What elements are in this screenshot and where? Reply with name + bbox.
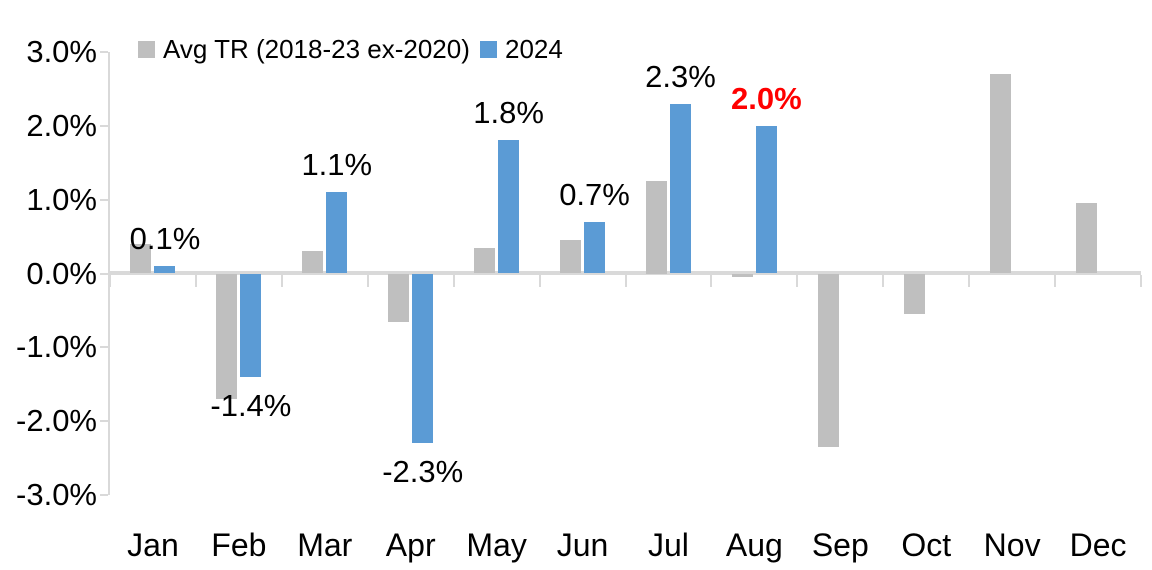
bar-avgtr-nov bbox=[989, 73, 1011, 274]
data-label-jul: 2.3% bbox=[645, 58, 716, 94]
x-axis-tick bbox=[1140, 275, 1142, 287]
bar-avgtr-dec bbox=[1075, 203, 1097, 274]
bar-avgtr-feb bbox=[216, 273, 238, 400]
bar-avgtr-jun bbox=[560, 240, 582, 274]
x-axis-tick bbox=[1054, 275, 1057, 287]
x-axis-tick bbox=[882, 275, 885, 287]
y-axis-tick bbox=[100, 198, 108, 201]
data-label-feb: -1.4% bbox=[210, 387, 292, 423]
data-label-jan: 0.1% bbox=[129, 221, 201, 257]
y-axis-tick-label: -1.0% bbox=[16, 329, 97, 365]
x-axis-label-feb: Feb bbox=[211, 527, 267, 563]
y-axis-tick bbox=[100, 420, 108, 423]
legend-label-avg-tr: Avg TR (2018-23 ex-2020) bbox=[163, 34, 470, 64]
data-label-mar: 1.1% bbox=[301, 147, 373, 183]
x-axis-tick bbox=[366, 275, 369, 287]
x-axis-label-jan: Jan bbox=[127, 527, 179, 563]
legend-item-2024: 2024 bbox=[480, 34, 563, 64]
bar-2024-feb bbox=[240, 273, 262, 377]
bar-avgtr-oct bbox=[903, 273, 925, 315]
x-axis-label-jul: Jul bbox=[648, 527, 689, 563]
bar-avgtr-jan bbox=[130, 243, 152, 274]
x-axis-line bbox=[108, 271, 1141, 275]
bar-2024-apr bbox=[412, 273, 434, 444]
x-axis-label-may: May bbox=[466, 527, 527, 563]
x-axis-tick bbox=[452, 275, 455, 287]
bar-avgtr-jul bbox=[645, 181, 667, 274]
y-axis-tick bbox=[100, 346, 108, 349]
data-label-jun: 0.7% bbox=[559, 176, 630, 212]
bar-2024-jun bbox=[584, 221, 606, 274]
y-axis-tick bbox=[100, 50, 108, 53]
y-axis-tick-label: 3.0% bbox=[26, 33, 97, 69]
x-axis-label-jun: Jun bbox=[556, 527, 609, 563]
bar-2024-aug bbox=[755, 125, 777, 274]
y-axis-tick-label: -3.0% bbox=[16, 477, 97, 513]
x-axis-tick bbox=[280, 275, 283, 287]
y-axis-tick-label: 0.0% bbox=[26, 255, 97, 291]
bar-2024-jan bbox=[154, 266, 176, 274]
x-axis-label-sep: Sep bbox=[811, 527, 869, 563]
x-axis-tick bbox=[710, 275, 713, 287]
bar-avgtr-aug bbox=[731, 273, 753, 278]
x-axis-tick bbox=[109, 275, 111, 287]
legend-item-avg-tr: Avg TR (2018-23 ex-2020) bbox=[138, 34, 470, 64]
x-axis-tick bbox=[968, 275, 971, 287]
x-axis-label-apr: Apr bbox=[385, 527, 436, 563]
bar-2024-mar bbox=[326, 192, 348, 274]
legend-swatch-2024-icon bbox=[480, 40, 497, 58]
data-label-aug: 2.0% bbox=[731, 80, 802, 116]
x-axis-tick bbox=[796, 275, 799, 287]
legend-label-2024: 2024 bbox=[505, 34, 563, 64]
bar-avgtr-mar bbox=[302, 251, 324, 274]
y-axis-tick bbox=[100, 272, 108, 275]
data-label-apr: -2.3% bbox=[382, 454, 464, 490]
bar-2024-may bbox=[498, 140, 520, 274]
data-label-may: 1.8% bbox=[473, 95, 544, 131]
x-axis-tick bbox=[194, 275, 197, 287]
x-axis-label-dec: Dec bbox=[1069, 527, 1127, 563]
x-axis-label-nov: Nov bbox=[983, 527, 1041, 563]
bar-avgtr-sep bbox=[817, 273, 839, 448]
y-axis-tick bbox=[100, 494, 108, 497]
bar-avgtr-apr bbox=[388, 273, 410, 322]
y-axis-tick bbox=[100, 124, 108, 127]
x-axis-label-oct: Oct bbox=[901, 527, 952, 563]
y-axis-tick-label: 2.0% bbox=[26, 107, 97, 143]
y-axis-tick-label: -2.0% bbox=[16, 403, 97, 439]
x-axis-tick bbox=[624, 275, 627, 287]
bar-2024-jul bbox=[669, 103, 691, 274]
legend-swatch-avg-tr-icon bbox=[138, 40, 155, 58]
bar-avgtr-may bbox=[474, 247, 496, 274]
x-axis-label-mar: Mar bbox=[297, 527, 353, 563]
y-axis-tick-label: 1.0% bbox=[26, 181, 97, 217]
x-axis-label-aug: Aug bbox=[725, 527, 783, 563]
x-axis-tick bbox=[538, 275, 541, 287]
